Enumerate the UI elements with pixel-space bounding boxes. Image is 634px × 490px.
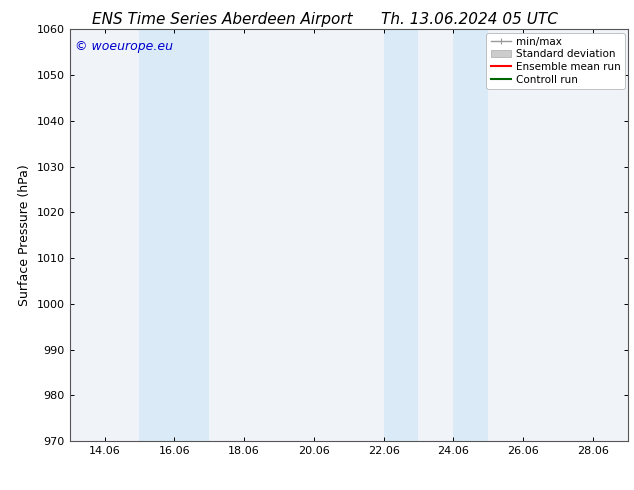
Text: © woeurope.eu: © woeurope.eu <box>75 40 173 53</box>
Y-axis label: Surface Pressure (hPa): Surface Pressure (hPa) <box>18 164 31 306</box>
Bar <box>453 29 488 441</box>
Bar <box>384 29 418 441</box>
Text: ENS Time Series Aberdeen Airport: ENS Time Series Aberdeen Airport <box>91 12 353 27</box>
Bar <box>139 29 209 441</box>
Text: Th. 13.06.2024 05 UTC: Th. 13.06.2024 05 UTC <box>381 12 557 27</box>
Legend: min/max, Standard deviation, Ensemble mean run, Controll run: min/max, Standard deviation, Ensemble me… <box>486 32 624 89</box>
